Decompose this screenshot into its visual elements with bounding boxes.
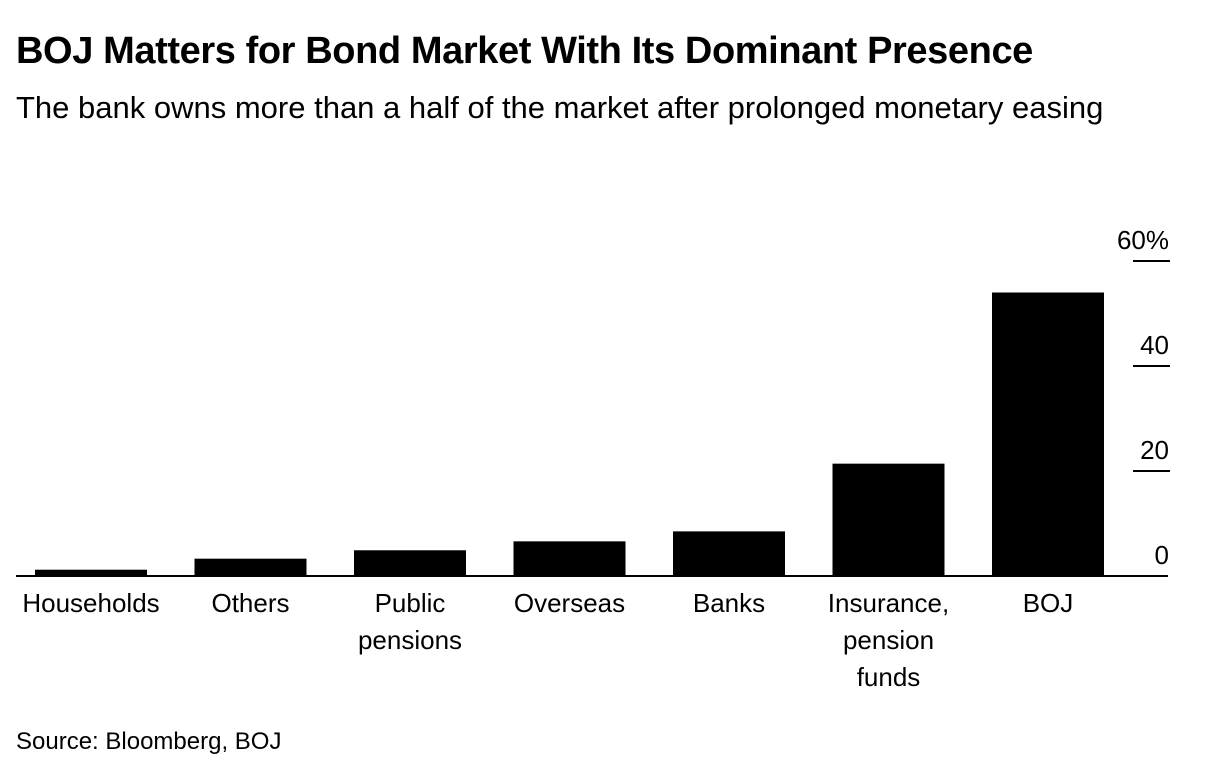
y-axis: 0 20 40 60% — [16, 225, 1170, 577]
x-category-label-line: pensions — [358, 625, 462, 655]
x-axis-labels: Households Others Public pensions Overseas Ba… — [22, 588, 1073, 692]
bar — [992, 292, 1104, 576]
x-category-label: Insurance, pension funds — [828, 588, 949, 692]
x-category-label-line: Overseas — [514, 588, 625, 618]
x-category-label: Others — [211, 588, 289, 618]
bar — [832, 463, 945, 576]
x-category-label-line: Public — [375, 588, 446, 618]
x-category-label-line: Others — [211, 588, 289, 618]
bar — [194, 558, 307, 576]
x-category-label-line: BOJ — [1023, 588, 1074, 618]
x-category-label: Households — [22, 588, 159, 618]
x-category-label-line: Insurance, — [828, 588, 949, 618]
y-tick-label: 60% — [1117, 225, 1169, 255]
y-tick-label: 40 — [1140, 330, 1169, 360]
x-category-label-line: pension — [843, 625, 934, 655]
x-category-label-line: Banks — [693, 588, 765, 618]
bar — [513, 541, 626, 576]
x-category-label-line: funds — [857, 662, 921, 692]
bar — [354, 550, 466, 576]
source-note: Source: Bloomberg, BOJ — [16, 728, 282, 755]
y-tick-label: 0 — [1155, 540, 1169, 570]
x-category-label: Banks — [693, 588, 765, 618]
bar — [35, 569, 147, 576]
bar — [673, 531, 785, 576]
chart-subtitle: The bank owns more than a half of the ma… — [16, 90, 1104, 125]
bars-group — [35, 292, 1104, 576]
x-category-label: Public pensions — [358, 588, 462, 655]
x-category-label: Overseas — [514, 588, 625, 618]
y-tick-label: 20 — [1140, 435, 1169, 465]
x-category-label: BOJ — [1023, 588, 1074, 618]
chart-title: BOJ Matters for Bond Market With Its Dom… — [16, 30, 1033, 72]
x-category-label-line: Households — [22, 588, 159, 618]
